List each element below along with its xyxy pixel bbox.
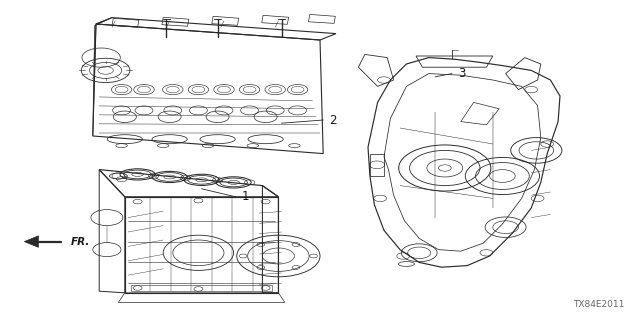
Text: 1: 1 xyxy=(242,190,250,203)
Polygon shape xyxy=(24,236,38,247)
Text: TX84E2011: TX84E2011 xyxy=(573,300,624,309)
Text: 3: 3 xyxy=(458,67,466,80)
Text: 2: 2 xyxy=(330,114,337,126)
Text: FR.: FR. xyxy=(70,236,90,247)
